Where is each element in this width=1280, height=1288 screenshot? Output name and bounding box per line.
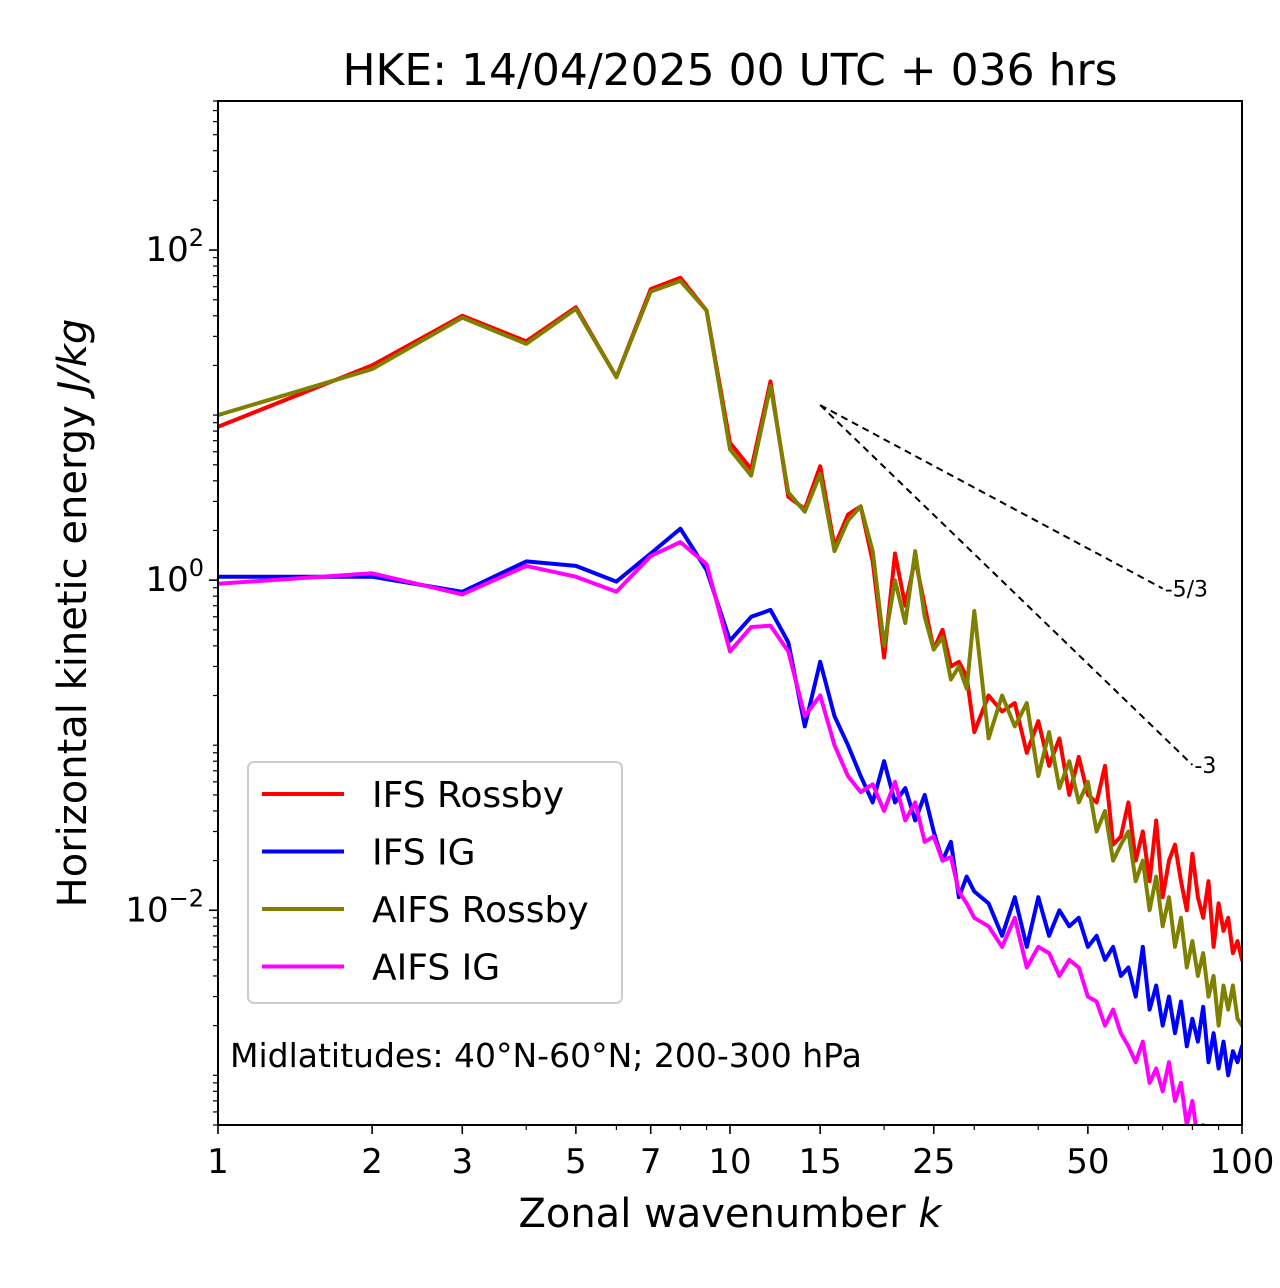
legend: IFS Rossby IFS IG AIFS Rossby AIFS IG [247, 761, 623, 1004]
reference-lines [819, 404, 1194, 766]
reference-line [819, 404, 1194, 766]
series-line [218, 526, 1242, 1078]
chart-title: HKE: 14/04/2025 00 UTC + 036 hrs [342, 45, 1117, 96]
x-axis-ticks: 1 2 3 5 7 10 15 25 50 100 [207, 1125, 1274, 1182]
x-tick-label: 5 [565, 1142, 587, 1182]
series-lines [218, 275, 1242, 1125]
y-tick-label: 10−2 [125, 884, 204, 930]
x-axis-label: Zonal wavenumber k [518, 1191, 943, 1237]
x-tick-label: 15 [799, 1142, 842, 1182]
x-tick-label: 7 [640, 1142, 662, 1182]
reference-labels: -5/3 -3 [1165, 578, 1217, 779]
y-axis-label: Horizontal kinetic energy J/kg [50, 319, 96, 908]
legend-label: AIFS Rossby [372, 890, 589, 931]
chart-annotation: Midlatitudes: 40°N-60°N; 200-300 hPa [230, 1036, 862, 1075]
reference-line-label: -3 [1194, 754, 1216, 779]
x-tick-label: 1 [207, 1142, 229, 1182]
plot-area: -5/3 -3 1 2 3 5 7 10 15 25 50 100 10−2 100 102 [125, 100, 1274, 1182]
x-tick-label: 50 [1066, 1142, 1109, 1182]
x-tick-label: 2 [361, 1142, 383, 1182]
x-tick-label: 100 [1210, 1142, 1275, 1182]
legend-frame [247, 761, 623, 1004]
reference-line-label: -5/3 [1165, 578, 1208, 603]
series-line [218, 278, 1242, 1028]
y-tick-label: 102 [145, 224, 204, 270]
x-tick-label: 25 [912, 1142, 955, 1182]
series-line [218, 540, 1206, 1125]
y-axis-ticks: 10−2 100 102 [125, 100, 218, 1126]
x-tick-label: 10 [708, 1142, 751, 1182]
legend-label: AIFS IG [372, 948, 500, 989]
x-tick-label: 3 [451, 1142, 473, 1182]
legend-label: IFS Rossby [372, 775, 564, 816]
y-tick-label: 100 [145, 554, 204, 600]
legend-label: IFS IG [372, 833, 476, 874]
reference-line [819, 404, 1164, 590]
